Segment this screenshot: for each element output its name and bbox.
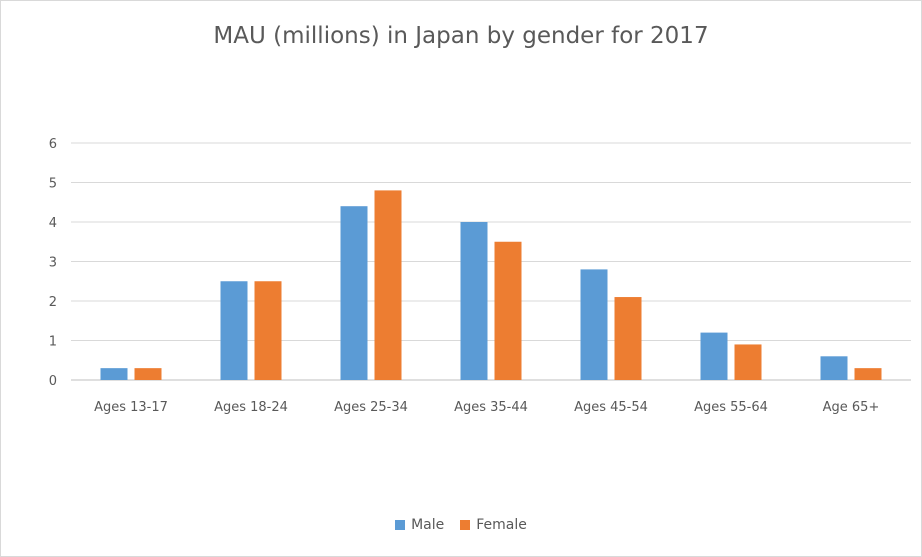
bar-male [220,281,248,380]
y-tick-label: 4 [49,216,57,231]
legend-label-female: Female [476,517,527,533]
x-tick-label: Ages 55-64 [694,400,768,415]
chart-title: MAU (millions) in Japan by gender for 20… [213,23,709,49]
x-tick-label: Age 65+ [823,400,880,415]
x-tick-label: Ages 13-17 [94,400,168,415]
x-tick-label: Ages 35-44 [454,400,528,415]
y-tick-label: 0 [49,374,57,389]
y-tick-label: 2 [49,295,57,310]
bar-female [734,344,762,380]
bar-male [460,222,488,380]
x-tick-label: Ages 18-24 [214,400,288,415]
y-tick-label: 1 [49,335,57,350]
bar-female [134,368,162,380]
x-tick-label: Ages 25-34 [334,400,408,415]
bar-female [254,281,282,380]
bar-male [100,368,128,380]
y-tick-label: 5 [49,177,57,192]
y-tick-label: 6 [49,137,57,152]
bar-male [580,269,608,380]
legend-swatch-male [395,520,406,530]
legend-label-male: Male [411,517,445,533]
bar-female [374,190,402,380]
bar-female [854,368,882,380]
bar-female [494,241,522,380]
legend-swatch-female [460,520,471,530]
y-tick-label: 3 [49,256,57,271]
bar-male [820,356,848,380]
bar-male [340,206,368,380]
x-tick-label: Ages 45-54 [574,400,648,415]
bar-female [614,297,642,380]
legend: Male Female [1,517,921,533]
bar-male [700,332,728,380]
legend-item-female: Female [460,517,527,533]
legend-item-male: Male [395,517,444,533]
